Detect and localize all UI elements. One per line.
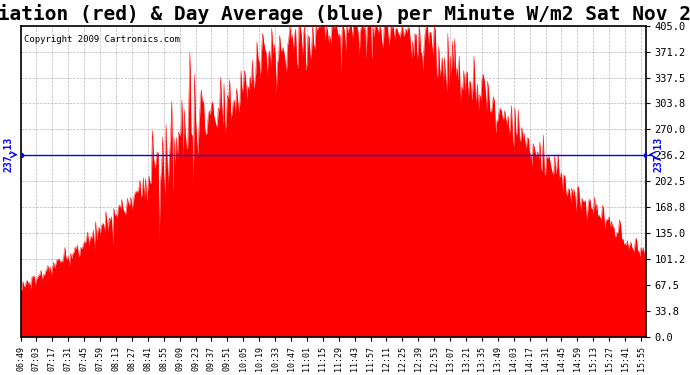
Text: 237.13: 237.13	[3, 137, 13, 172]
Title: Solar Radiation (red) & Day Average (blue) per Minute W/m2 Sat Nov 28 16:25: Solar Radiation (red) & Day Average (blu…	[0, 4, 690, 24]
Text: 237.13: 237.13	[653, 137, 663, 172]
Text: Copyright 2009 Cartronics.com: Copyright 2009 Cartronics.com	[23, 35, 179, 44]
